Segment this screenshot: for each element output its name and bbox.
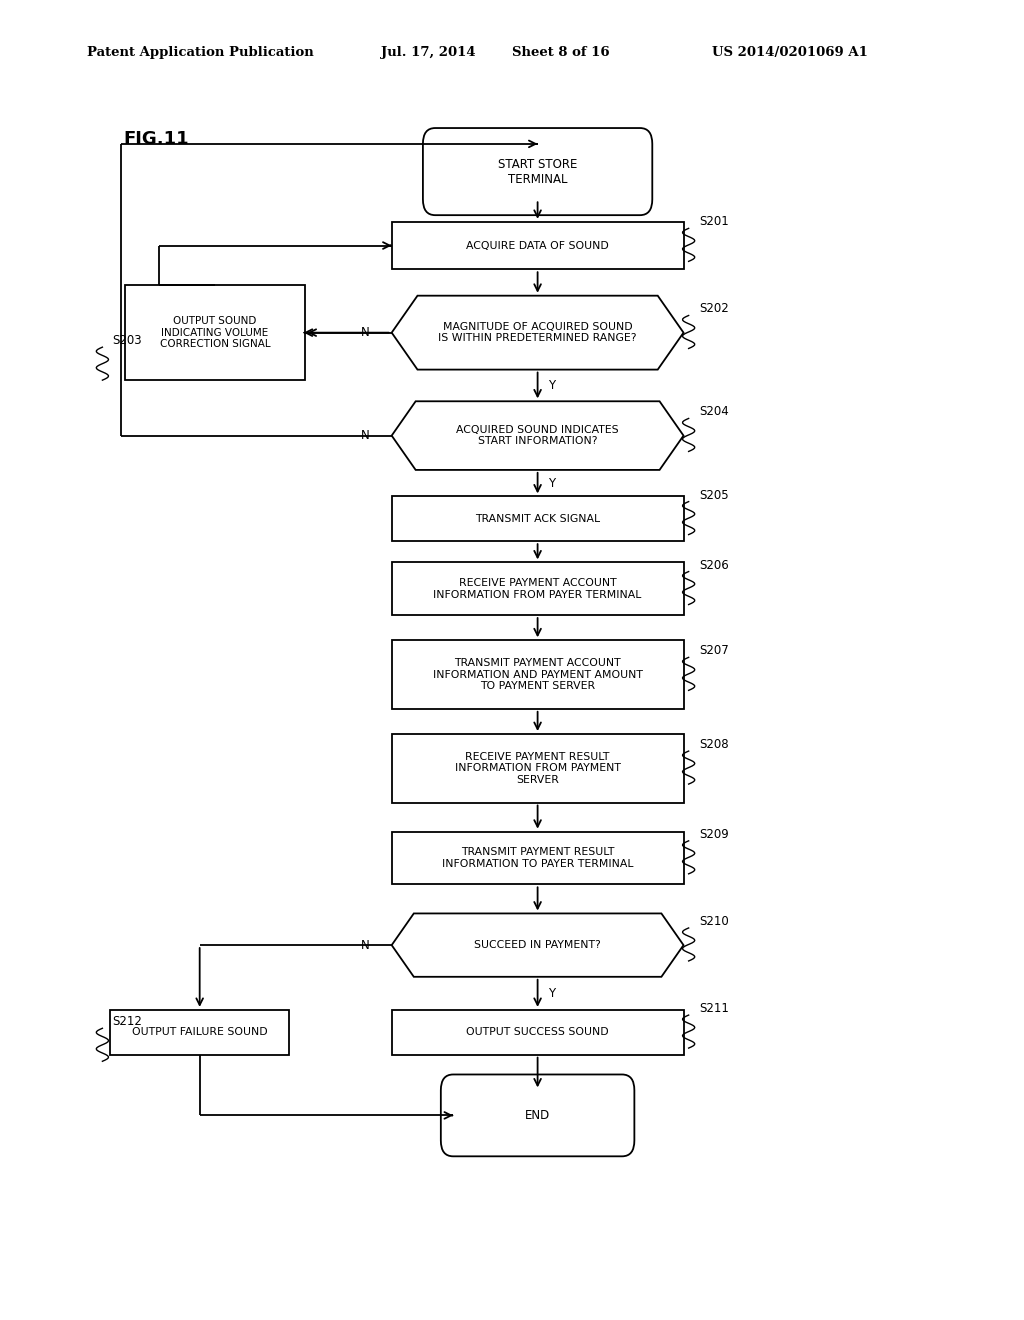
FancyBboxPatch shape	[440, 1074, 634, 1156]
Bar	[392, 734, 684, 803]
Text: ACQUIRE DATA OF SOUND: ACQUIRE DATA OF SOUND	[466, 240, 609, 251]
Text: S210: S210	[698, 915, 729, 928]
Bar	[392, 1010, 684, 1055]
Text: RECEIVE PAYMENT ACCOUNT
INFORMATION FROM PAYER TERMINAL: RECEIVE PAYMENT ACCOUNT INFORMATION FROM…	[433, 578, 642, 599]
Text: S201: S201	[698, 215, 729, 228]
Text: N: N	[361, 939, 370, 952]
Text: OUTPUT FAILURE SOUND: OUTPUT FAILURE SOUND	[132, 1027, 267, 1038]
Text: Y: Y	[548, 477, 555, 490]
Text: S206: S206	[698, 558, 729, 572]
Text: S202: S202	[698, 302, 729, 315]
Text: Jul. 17, 2014: Jul. 17, 2014	[381, 46, 475, 59]
Bar	[392, 832, 684, 884]
Text: SUCCEED IN PAYMENT?: SUCCEED IN PAYMENT?	[474, 940, 601, 950]
Text: S204: S204	[698, 405, 729, 418]
Text: S203: S203	[113, 334, 142, 347]
Polygon shape	[392, 296, 684, 370]
Bar	[392, 640, 684, 709]
Polygon shape	[392, 913, 684, 977]
Bar	[125, 285, 305, 380]
Text: RECEIVE PAYMENT RESULT
INFORMATION FROM PAYMENT
SERVER: RECEIVE PAYMENT RESULT INFORMATION FROM …	[455, 751, 621, 785]
Text: TRANSMIT ACK SIGNAL: TRANSMIT ACK SIGNAL	[475, 513, 600, 524]
Polygon shape	[392, 401, 684, 470]
Text: S207: S207	[698, 644, 729, 657]
Text: MAGNITUDE OF ACQUIRED SOUND
IS WITHIN PREDETERMINED RANGE?: MAGNITUDE OF ACQUIRED SOUND IS WITHIN PR…	[438, 322, 637, 343]
Text: TRANSMIT PAYMENT ACCOUNT
INFORMATION AND PAYMENT AMOUNT
TO PAYMENT SERVER: TRANSMIT PAYMENT ACCOUNT INFORMATION AND…	[433, 657, 642, 692]
Text: Y: Y	[548, 987, 555, 999]
Text: S208: S208	[698, 738, 728, 751]
Text: Y: Y	[548, 379, 555, 392]
Text: ACQUIRED SOUND INDICATES
START INFORMATION?: ACQUIRED SOUND INDICATES START INFORMATI…	[457, 425, 618, 446]
Text: N: N	[361, 326, 370, 339]
Bar	[392, 496, 684, 541]
Text: OUTPUT SOUND
INDICATING VOLUME
CORRECTION SIGNAL: OUTPUT SOUND INDICATING VOLUME CORRECTIO…	[160, 315, 270, 350]
Text: N: N	[361, 429, 370, 442]
Text: S211: S211	[698, 1002, 729, 1015]
Text: S205: S205	[698, 488, 728, 502]
Text: END: END	[525, 1109, 550, 1122]
Text: US 2014/0201069 A1: US 2014/0201069 A1	[712, 46, 867, 59]
Text: TRANSMIT PAYMENT RESULT
INFORMATION TO PAYER TERMINAL: TRANSMIT PAYMENT RESULT INFORMATION TO P…	[441, 847, 634, 869]
Text: FIG.11: FIG.11	[123, 129, 188, 148]
Text: S209: S209	[698, 828, 729, 841]
Bar	[392, 562, 684, 615]
Text: OUTPUT SUCCESS SOUND: OUTPUT SUCCESS SOUND	[466, 1027, 609, 1038]
Text: S212: S212	[113, 1015, 142, 1028]
Text: Patent Application Publication: Patent Application Publication	[87, 46, 313, 59]
Text: Sheet 8 of 16: Sheet 8 of 16	[512, 46, 609, 59]
Text: START STORE
TERMINAL: START STORE TERMINAL	[498, 157, 578, 186]
Bar	[111, 1010, 289, 1055]
Bar	[392, 222, 684, 269]
FancyBboxPatch shape	[423, 128, 652, 215]
